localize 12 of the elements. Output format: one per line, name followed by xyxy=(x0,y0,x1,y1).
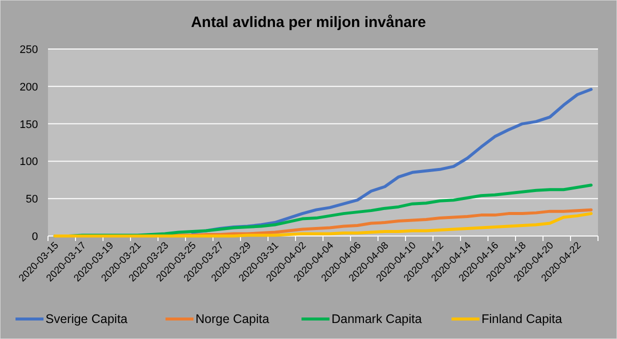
line-series xyxy=(53,212,593,238)
legend-label: Sverige Capita xyxy=(46,312,128,326)
y-tick-label: 100 xyxy=(20,156,38,168)
y-tick-label: 150 xyxy=(20,118,38,131)
y-tick-label: 250 xyxy=(20,44,38,56)
y-tick-label: 50 xyxy=(26,194,38,206)
legend-label: Danmark Capita xyxy=(332,312,422,326)
legend-label: Norge Capita xyxy=(196,312,270,326)
legend-label: Finland Capita xyxy=(482,312,562,326)
chart-title: Antal avlidna per miljon invånare xyxy=(190,14,426,31)
y-tick-label: 0 xyxy=(32,231,38,243)
y-tick-label: 200 xyxy=(20,81,38,94)
